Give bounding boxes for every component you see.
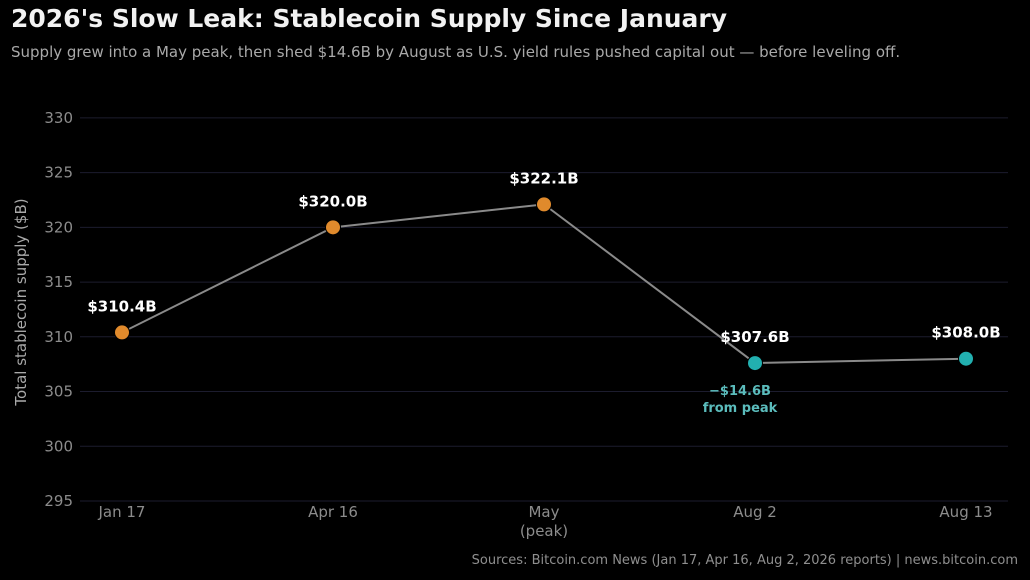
data-point [114, 324, 130, 341]
x-tick-label: Apr 16 [308, 503, 358, 521]
drawdown-annotation: −$14.6B from peak [703, 384, 778, 416]
chart-subtitle: Supply grew into a May peak, then shed $… [11, 43, 901, 61]
y-tick-label: 315 [44, 273, 73, 291]
y-axis-label: Total stablecoin supply ($B) [12, 198, 30, 406]
data-label: $307.6B [720, 328, 789, 346]
y-tick-label: 325 [44, 164, 73, 182]
data-label: $320.0B [298, 192, 367, 210]
x-tick-label: May (peak) [520, 503, 568, 540]
y-tick-label: 330 [44, 109, 73, 127]
data-label: $310.4B [87, 297, 156, 315]
y-tick-label: 320 [44, 218, 73, 236]
data-point [325, 219, 341, 236]
data-label: $308.0B [931, 324, 1000, 342]
x-tick-label: Jan 17 [98, 503, 146, 521]
data-point [536, 196, 552, 213]
data-point [958, 350, 974, 367]
data-label: $322.1B [509, 169, 578, 187]
y-tick-label: 310 [44, 328, 73, 346]
source-footnote: Sources: Bitcoin.com News (Jan 17, Apr 1… [471, 553, 1018, 568]
x-tick-label: Aug 2 [733, 503, 777, 521]
series-line [121, 203, 967, 365]
y-tick-label: 295 [44, 492, 73, 510]
chart-title: 2026's Slow Leak: Stablecoin Supply Sinc… [11, 4, 728, 33]
data-point [747, 355, 763, 372]
y-tick-label: 305 [44, 383, 73, 401]
y-tick-label: 300 [44, 437, 73, 455]
x-tick-label: Aug 13 [939, 503, 992, 521]
